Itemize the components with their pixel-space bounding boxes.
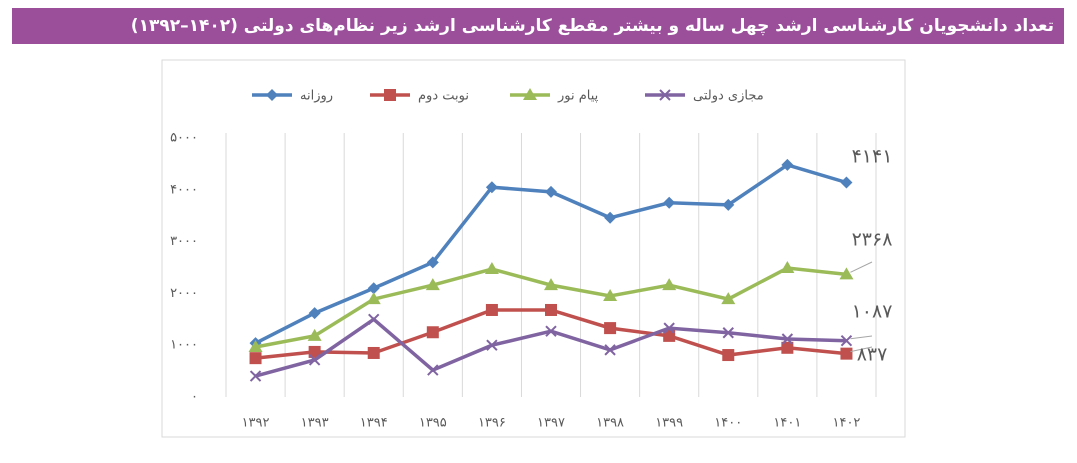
marker (603, 288, 618, 301)
marker (604, 344, 616, 356)
marker (249, 370, 262, 382)
marker (781, 341, 794, 354)
marker (663, 329, 676, 342)
marker (662, 278, 677, 291)
marker (839, 267, 854, 280)
marker (368, 313, 380, 326)
marker (248, 340, 263, 353)
marker (426, 256, 439, 269)
marker (781, 158, 794, 171)
marker (545, 325, 557, 337)
marker (308, 307, 321, 320)
marker (249, 352, 262, 365)
leader-line (850, 335, 873, 340)
title-bar: تعداد دانشجویان کارشناسی ارشد چهل ساله و… (12, 8, 1064, 44)
marker (544, 278, 558, 291)
legend-label: مجازی دولتی (693, 89, 764, 104)
x-tick-label: ۱۳۹۵ (419, 416, 447, 431)
marker (384, 89, 396, 101)
marker (308, 345, 321, 358)
marker (840, 334, 853, 347)
marker (604, 322, 617, 335)
legend-label: نوبت دوم (418, 89, 469, 104)
marker (266, 89, 278, 101)
x-tick-label: ۱۴۰۱ (773, 416, 801, 431)
x-tick-label: ۱۳۹۳ (301, 416, 329, 431)
chart-frame (161, 59, 906, 438)
marker (663, 196, 676, 209)
x-tick-label: ۱۴۰۲ (832, 416, 860, 431)
value-label: ۲۳۶۸ (852, 229, 893, 251)
legend-label: پیام نور (557, 89, 599, 104)
marker (840, 347, 853, 360)
marker (366, 292, 381, 305)
marker (663, 322, 675, 334)
x-tick-label: ۱۴۰۰ (714, 416, 742, 431)
leader-line (850, 261, 873, 273)
marker (722, 349, 735, 362)
marker (485, 181, 498, 194)
marker (523, 88, 537, 100)
marker (426, 326, 439, 339)
value-label: ۸۳۷ (857, 344, 888, 366)
marker (781, 333, 794, 345)
value-label: ۴۱۴۱ (852, 146, 893, 168)
x-tick-label: ۱۳۹۸ (596, 416, 624, 431)
legend-label: روزانه (300, 89, 333, 104)
y-tick-label: ۲۰۰۰ (170, 286, 198, 301)
marker (840, 176, 853, 189)
y-tick-label: ۰ (191, 390, 198, 405)
marker (307, 328, 322, 341)
x-tick-label: ۱۳۹۶ (478, 416, 506, 431)
marker (367, 282, 380, 295)
x-tick-label: ۱۳۹۷ (537, 416, 565, 431)
marker (604, 211, 617, 224)
y-tick-label: ۳۰۰۰ (170, 234, 198, 249)
marker (425, 278, 440, 291)
marker (722, 198, 735, 211)
x-tick-label: ۱۳۹۴ (360, 416, 388, 431)
value-label: ۱۰۸۷ (852, 301, 893, 323)
marker (545, 303, 557, 316)
leader-line (850, 346, 873, 353)
marker (485, 303, 498, 316)
marker (659, 89, 671, 101)
marker (308, 354, 321, 366)
y-tick-label: ۴۰۰۰ (170, 182, 198, 197)
marker (427, 364, 439, 376)
y-tick-label: ۵۰۰۰ (170, 131, 198, 146)
marker (486, 339, 498, 351)
marker (780, 261, 795, 274)
marker (484, 262, 499, 275)
marker (367, 346, 380, 359)
marker (545, 185, 557, 198)
marker (722, 327, 734, 339)
y-tick-label: ۱۰۰۰ (170, 338, 198, 353)
chart-title: تعداد دانشجویان کارشناسی ارشد چهل ساله و… (130, 16, 1054, 36)
x-tick-label: ۱۳۹۹ (655, 416, 683, 431)
x-tick-label: ۱۳۹۲ (242, 416, 270, 431)
marker (721, 292, 736, 305)
